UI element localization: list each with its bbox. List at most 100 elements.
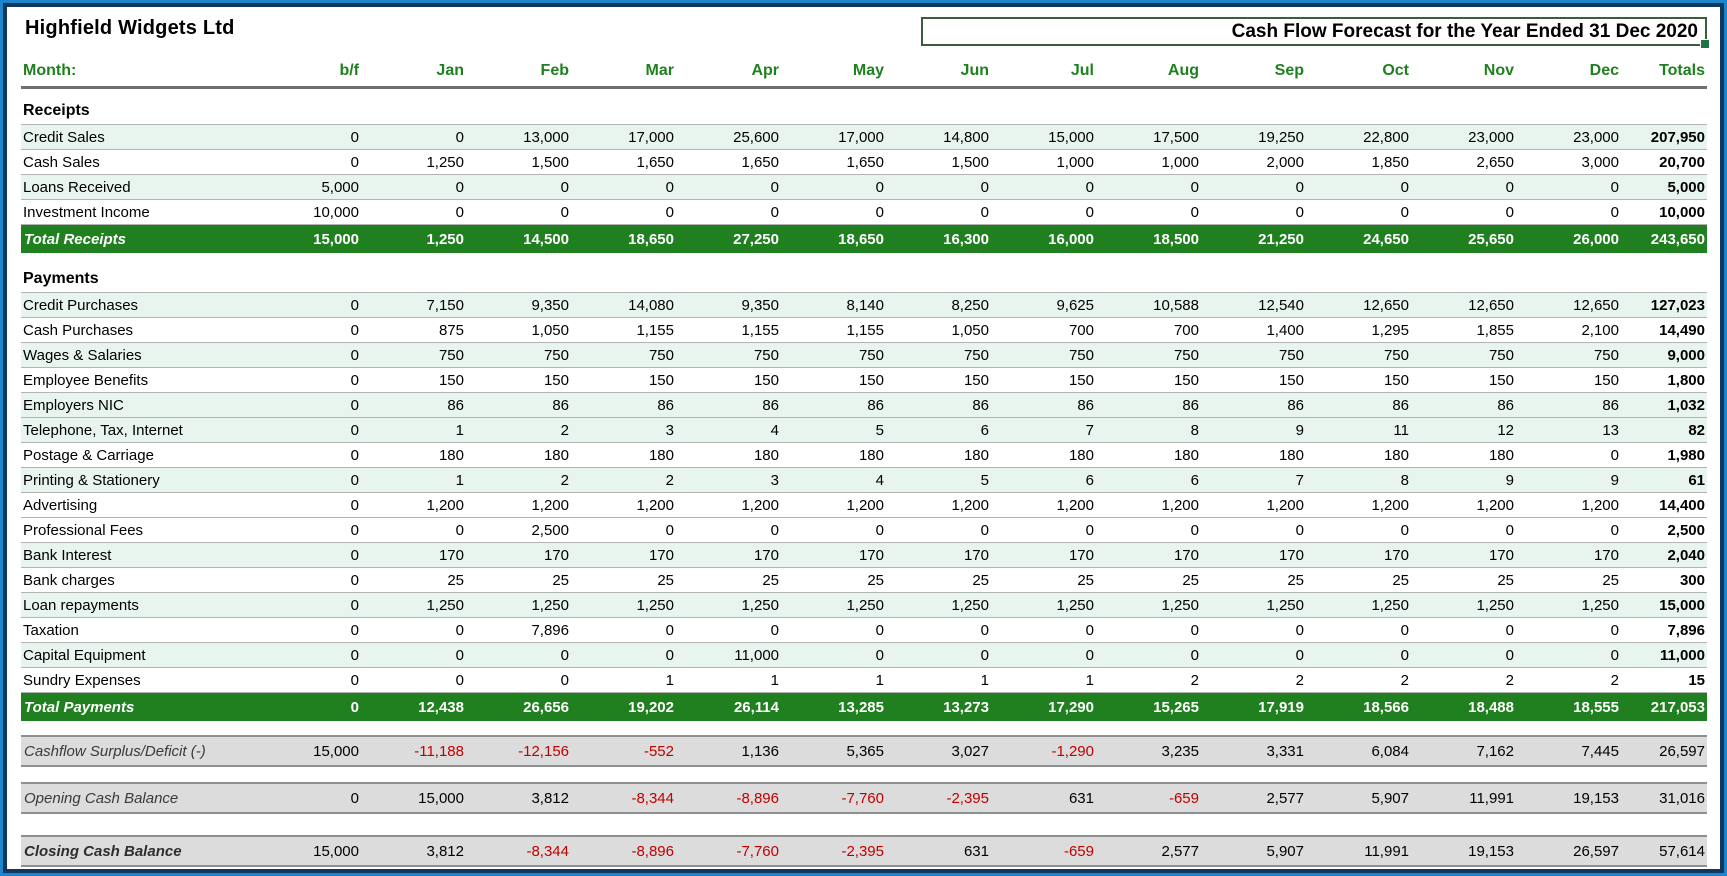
data-cell[interactable]: 1,200: [1096, 492, 1201, 518]
data-cell[interactable]: 1,855: [1411, 317, 1516, 343]
data-cell[interactable]: 0: [676, 517, 781, 543]
data-cell[interactable]: 170: [886, 542, 991, 568]
data-cell[interactable]: 2,500: [1621, 517, 1707, 543]
row-label[interactable]: Employee Benefits: [21, 367, 281, 393]
data-cell[interactable]: 19,250: [1201, 124, 1306, 150]
data-cell[interactable]: 1,200: [571, 492, 676, 518]
summary-cell[interactable]: 1,136: [676, 735, 781, 767]
data-cell[interactable]: 9: [1201, 417, 1306, 443]
data-cell[interactable]: 2,040: [1621, 542, 1707, 568]
data-cell[interactable]: 0: [1201, 199, 1306, 225]
data-cell[interactable]: 0: [361, 124, 466, 150]
data-cell[interactable]: 0: [281, 367, 361, 393]
row-label[interactable]: Advertising: [21, 492, 281, 518]
column-header-jun[interactable]: Jun: [886, 57, 991, 89]
row-label[interactable]: Employers NIC: [21, 392, 281, 418]
data-cell[interactable]: 1,000: [1096, 149, 1201, 175]
total-cell[interactable]: 0: [281, 692, 361, 721]
data-cell[interactable]: 1,200: [781, 492, 886, 518]
row-label[interactable]: Telephone, Tax, Internet: [21, 417, 281, 443]
total-cell[interactable]: 12,438: [361, 692, 466, 721]
total-cell[interactable]: 1,250: [361, 224, 466, 253]
data-cell[interactable]: 0: [1306, 199, 1411, 225]
data-cell[interactable]: 2,500: [466, 517, 571, 543]
data-cell[interactable]: 0: [781, 174, 886, 200]
data-cell[interactable]: 2,000: [1201, 149, 1306, 175]
data-cell[interactable]: 0: [1096, 174, 1201, 200]
data-cell[interactable]: 25: [361, 567, 466, 593]
data-cell[interactable]: 750: [781, 342, 886, 368]
data-cell[interactable]: 2: [466, 417, 571, 443]
summary-cell[interactable]: -659: [1096, 782, 1201, 814]
data-cell[interactable]: 7: [991, 417, 1096, 443]
total-row-label[interactable]: Total Payments: [21, 692, 281, 721]
data-cell[interactable]: 0: [281, 642, 361, 668]
summary-cell[interactable]: -8,344: [466, 835, 571, 867]
data-cell[interactable]: 170: [1306, 542, 1411, 568]
total-cell[interactable]: 16,300: [886, 224, 991, 253]
column-header-nov[interactable]: Nov: [1411, 57, 1516, 89]
data-cell[interactable]: 0: [281, 517, 361, 543]
row-label[interactable]: Cash Purchases: [21, 317, 281, 343]
data-cell[interactable]: 0: [1306, 517, 1411, 543]
data-cell[interactable]: 0: [1096, 617, 1201, 643]
data-cell[interactable]: 82: [1621, 417, 1707, 443]
data-cell[interactable]: 15,000: [1621, 592, 1707, 618]
data-cell[interactable]: 0: [361, 617, 466, 643]
data-cell[interactable]: 11,000: [1621, 642, 1707, 668]
data-cell[interactable]: 0: [1096, 517, 1201, 543]
data-cell[interactable]: 1,250: [361, 592, 466, 618]
data-cell[interactable]: 1,200: [991, 492, 1096, 518]
data-cell[interactable]: 5,000: [1621, 174, 1707, 200]
data-cell[interactable]: 5: [781, 417, 886, 443]
data-cell[interactable]: 8,140: [781, 292, 886, 318]
data-cell[interactable]: 0: [466, 174, 571, 200]
row-label[interactable]: Credit Sales: [21, 124, 281, 150]
data-cell[interactable]: 1,650: [571, 149, 676, 175]
data-cell[interactable]: 0: [1306, 617, 1411, 643]
data-cell[interactable]: 1,500: [466, 149, 571, 175]
data-cell[interactable]: 1,400: [1201, 317, 1306, 343]
data-cell[interactable]: 25: [781, 567, 886, 593]
data-cell[interactable]: 750: [1411, 342, 1516, 368]
data-cell[interactable]: 0: [361, 517, 466, 543]
summary-cell[interactable]: 631: [886, 835, 991, 867]
data-cell[interactable]: 150: [1306, 367, 1411, 393]
data-cell[interactable]: 0: [281, 542, 361, 568]
data-cell[interactable]: 1,800: [1621, 367, 1707, 393]
data-cell[interactable]: 750: [676, 342, 781, 368]
data-cell[interactable]: 86: [1306, 392, 1411, 418]
total-cell[interactable]: 17,290: [991, 692, 1096, 721]
data-cell[interactable]: 150: [1201, 367, 1306, 393]
data-cell[interactable]: 7,896: [466, 617, 571, 643]
summary-cell[interactable]: 26,597: [1516, 835, 1621, 867]
total-cell[interactable]: 18,650: [781, 224, 886, 253]
data-cell[interactable]: 1: [676, 667, 781, 693]
data-cell[interactable]: 4: [676, 417, 781, 443]
data-cell[interactable]: 0: [281, 317, 361, 343]
data-cell[interactable]: 0: [1306, 174, 1411, 200]
data-cell[interactable]: 0: [361, 642, 466, 668]
data-cell[interactable]: 0: [1516, 517, 1621, 543]
data-cell[interactable]: 150: [676, 367, 781, 393]
data-cell[interactable]: 14,800: [886, 124, 991, 150]
data-cell[interactable]: 1: [571, 667, 676, 693]
summary-cell[interactable]: 11,991: [1306, 835, 1411, 867]
summary-row-label[interactable]: Closing Cash Balance: [21, 835, 281, 867]
data-cell[interactable]: 25: [1516, 567, 1621, 593]
data-cell[interactable]: 150: [1516, 367, 1621, 393]
data-cell[interactable]: 7: [1201, 467, 1306, 493]
data-cell[interactable]: 875: [361, 317, 466, 343]
data-cell[interactable]: 25: [1096, 567, 1201, 593]
data-cell[interactable]: 180: [781, 442, 886, 468]
data-cell[interactable]: 12: [1411, 417, 1516, 443]
data-cell[interactable]: 86: [886, 392, 991, 418]
data-cell[interactable]: 25: [1411, 567, 1516, 593]
data-cell[interactable]: 1,500: [886, 149, 991, 175]
summary-cell[interactable]: 5,907: [1201, 835, 1306, 867]
data-cell[interactable]: 170: [676, 542, 781, 568]
column-header-mar[interactable]: Mar: [571, 57, 676, 89]
data-cell[interactable]: 700: [991, 317, 1096, 343]
data-cell[interactable]: 0: [281, 342, 361, 368]
summary-cell[interactable]: 19,153: [1516, 782, 1621, 814]
